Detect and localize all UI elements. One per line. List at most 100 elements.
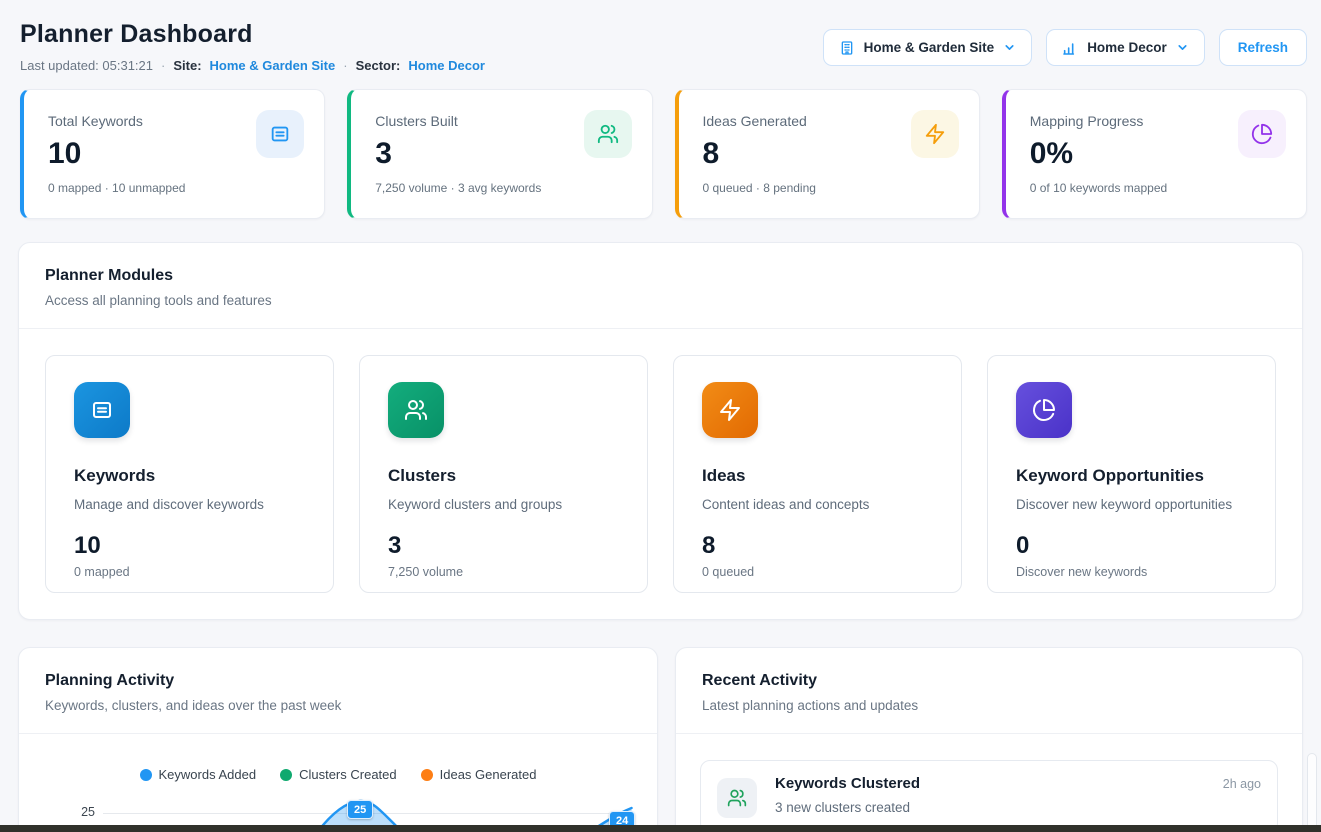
taskbar-edge: [0, 825, 1321, 832]
stat-value: 0%: [1030, 137, 1167, 171]
recent-activity-subtitle: Latest planning actions and updates: [702, 698, 1276, 713]
bottom-row: Planning Activity Keywords, clusters, an…: [18, 647, 1303, 832]
modules-subtitle: Access all planning tools and features: [45, 293, 1276, 308]
stat-card-body: Total Keywords 10 0 mapped · 10 unmapped: [48, 110, 185, 202]
module-title: Ideas: [702, 466, 933, 486]
module-value: 0: [1016, 532, 1247, 560]
chevron-down-icon: [1176, 41, 1189, 54]
module-title: Keywords: [74, 466, 305, 486]
module-card-ideas[interactable]: Ideas Content ideas and concepts 8 0 que…: [673, 355, 962, 593]
recent-activity-header: Recent Activity Latest planning actions …: [676, 648, 1302, 733]
chart-legend: Keywords Added Clusters Created Ideas Ge…: [33, 767, 643, 782]
planning-activity-subtitle: Keywords, clusters, and ideas over the p…: [45, 698, 631, 713]
module-description: Manage and discover keywords: [74, 497, 305, 512]
legend-dot: [280, 769, 292, 781]
activity-item-title: Keywords Clustered: [775, 775, 920, 792]
stat-detail: 0 queued · 8 pending: [703, 181, 816, 195]
legend-label: Clusters Created: [299, 767, 397, 782]
sector-selector-label: Home Decor: [1087, 40, 1167, 55]
lightning-icon: [911, 110, 959, 158]
stat-label: Total Keywords: [48, 113, 185, 129]
planning-activity-panel: Planning Activity Keywords, clusters, an…: [18, 647, 658, 832]
sector-label: Sector:: [356, 58, 401, 73]
stat-card-total-keywords: Total Keywords 10 0 mapped · 10 unmapped: [20, 89, 325, 219]
site-link[interactable]: Home & Garden Site: [210, 58, 336, 73]
stat-detail: 7,250 volume · 3 avg keywords: [375, 181, 541, 195]
legend-label: Keywords Added: [159, 767, 257, 782]
page-header: Planner Dashboard Last updated: 05:31:21…: [0, 0, 1321, 73]
refresh-button[interactable]: Refresh: [1219, 29, 1307, 66]
stat-label: Mapping Progress: [1030, 113, 1167, 129]
users-icon: [584, 110, 632, 158]
data-point-label-25: 25: [347, 800, 373, 819]
stat-card-clusters-built: Clusters Built 3 7,250 volume · 3 avg ke…: [347, 89, 652, 219]
module-title: Keyword Opportunities: [1016, 466, 1247, 486]
module-description: Content ideas and concepts: [702, 497, 933, 512]
scrollbar-thumb[interactable]: [1307, 753, 1317, 832]
module-detail: 0 queued: [702, 565, 933, 579]
legend-item-ideas-generated[interactable]: Ideas Generated: [421, 767, 537, 782]
module-card-clusters[interactable]: Clusters Keyword clusters and groups 3 7…: [359, 355, 648, 593]
modules-grid: Keywords Manage and discover keywords 10…: [19, 329, 1302, 619]
stat-value: 10: [48, 137, 185, 171]
activity-item-body: Keywords Clustered 2h ago 3 new clusters…: [775, 775, 1261, 818]
planning-activity-title: Planning Activity: [45, 672, 631, 690]
activity-item-keywords-clustered: Keywords Clustered 2h ago 3 new clusters…: [700, 760, 1278, 832]
module-detail: 0 mapped: [74, 565, 305, 579]
planning-activity-header: Planning Activity Keywords, clusters, an…: [19, 648, 657, 733]
chevron-down-icon: [1003, 41, 1016, 54]
module-value: 3: [388, 532, 619, 560]
pie-chart-icon: [1238, 110, 1286, 158]
stat-label: Clusters Built: [375, 113, 541, 129]
legend-label: Ideas Generated: [440, 767, 537, 782]
stat-card-mapping-progress: Mapping Progress 0% 0 of 10 keywords map…: [1002, 89, 1307, 219]
sector-selector-dropdown[interactable]: Home Decor: [1046, 29, 1205, 66]
module-value: 8: [702, 532, 933, 560]
planner-dashboard-page: Planner Dashboard Last updated: 05:31:21…: [0, 0, 1321, 832]
module-detail: 7,250 volume: [388, 565, 619, 579]
stat-card-body: Mapping Progress 0% 0 of 10 keywords map…: [1030, 110, 1167, 202]
planner-modules-panel: Planner Modules Access all planning tool…: [18, 242, 1303, 620]
stat-value: 8: [703, 137, 816, 171]
modules-title: Planner Modules: [45, 267, 1276, 285]
recent-activity-title: Recent Activity: [702, 672, 1276, 690]
stat-detail: 0 of 10 keywords mapped: [1030, 181, 1167, 195]
stat-card-body: Clusters Built 3 7,250 volume · 3 avg ke…: [375, 110, 541, 202]
users-icon: [717, 778, 757, 818]
module-card-keyword-opportunities[interactable]: Keyword Opportunities Discover new keywo…: [987, 355, 1276, 593]
list-icon: [256, 110, 304, 158]
stat-detail: 0 mapped · 10 unmapped: [48, 181, 185, 195]
legend-item-keywords-added[interactable]: Keywords Added: [140, 767, 257, 782]
activity-chart: Keywords Added Clusters Created Ideas Ge…: [19, 767, 657, 832]
modules-panel-header: Planner Modules Access all planning tool…: [19, 243, 1302, 328]
legend-dot: [140, 769, 152, 781]
site-label: Site:: [173, 58, 201, 73]
stat-label: Ideas Generated: [703, 113, 816, 129]
legend-dot: [421, 769, 433, 781]
site-selector-label: Home & Garden Site: [864, 40, 995, 55]
activity-item-description: 3 new clusters created: [775, 800, 1261, 815]
module-detail: Discover new keywords: [1016, 565, 1247, 579]
site-selector-dropdown[interactable]: Home & Garden Site: [823, 29, 1033, 66]
stat-value: 3: [375, 137, 541, 171]
module-title: Clusters: [388, 466, 619, 486]
users-icon: [388, 382, 444, 438]
pie-chart-icon: [1016, 382, 1072, 438]
sector-link[interactable]: Home Decor: [408, 58, 485, 73]
refresh-label: Refresh: [1238, 40, 1288, 55]
stats-grid: Total Keywords 10 0 mapped · 10 unmapped…: [20, 89, 1307, 219]
meta-separator: ·: [161, 58, 165, 73]
module-description: Discover new keyword opportunities: [1016, 497, 1247, 512]
lightning-icon: [702, 382, 758, 438]
module-description: Keyword clusters and groups: [388, 497, 619, 512]
meta-separator: ·: [343, 58, 347, 73]
stat-card-body: Ideas Generated 8 0 queued · 8 pending: [703, 110, 816, 202]
bar-chart-icon: [1062, 40, 1078, 56]
legend-item-clusters-created[interactable]: Clusters Created: [280, 767, 397, 782]
module-card-keywords[interactable]: Keywords Manage and discover keywords 10…: [45, 355, 334, 593]
recent-activity-panel: Recent Activity Latest planning actions …: [675, 647, 1303, 832]
divider: [19, 733, 657, 734]
list-icon: [74, 382, 130, 438]
activity-item-time: 2h ago: [1223, 777, 1261, 791]
module-value: 10: [74, 532, 305, 560]
